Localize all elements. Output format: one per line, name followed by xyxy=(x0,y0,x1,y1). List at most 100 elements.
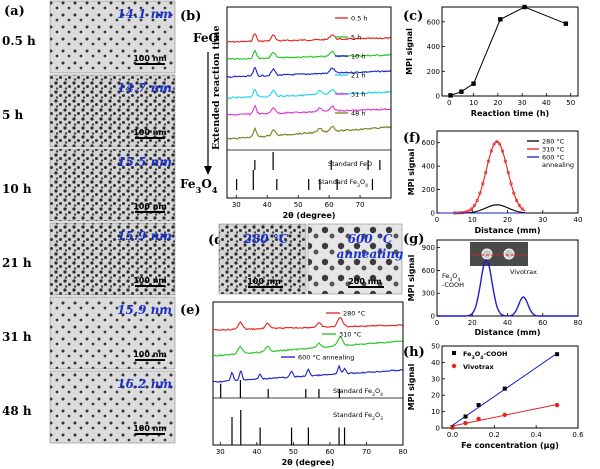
y-axis-label: MPI signal xyxy=(405,28,414,75)
size-label: 14.1 nm xyxy=(117,7,172,21)
data-point xyxy=(476,403,481,408)
xrd-series-line xyxy=(226,104,391,116)
y-tick-label: 30 xyxy=(431,375,440,383)
tem-image-600c xyxy=(307,223,403,295)
x-tick-label: 40 xyxy=(574,216,583,224)
xrd-series-line xyxy=(226,125,391,141)
x-axis-label: Distance (mm) xyxy=(475,328,541,337)
data-point xyxy=(522,4,527,10)
legend-label: 600 °C annealing xyxy=(298,354,354,362)
x-tick-label: 30 xyxy=(538,216,547,224)
y-axis-label: MPI signal xyxy=(407,148,416,195)
data-point xyxy=(476,416,481,422)
scale-label: 200 nm xyxy=(348,277,382,286)
data-point xyxy=(563,21,569,26)
xrd-series-line xyxy=(212,364,403,383)
data-point xyxy=(463,414,468,419)
reference-label: Standard Fe2O3 xyxy=(333,411,383,422)
legend-label: 280 °C xyxy=(343,310,366,318)
legend-label: Vivotrax xyxy=(463,363,495,371)
legend-label: Fe3O4-COOH xyxy=(463,350,507,361)
tem-image xyxy=(49,0,176,74)
legend-marker xyxy=(452,351,456,355)
data-point xyxy=(520,207,524,211)
temp-label-line2: annealing xyxy=(337,247,404,261)
xrd-series-line xyxy=(226,88,391,100)
y-tick-label: 600 xyxy=(422,267,435,275)
time-label: 31 h xyxy=(2,330,32,344)
panel-e: (e) 280 °C 310 °C 600 °C annealing Standard … xyxy=(180,301,407,467)
x-tick-label: 30 xyxy=(232,201,241,209)
x-tick-label: 40 xyxy=(263,201,272,209)
scale-label: 100 nm xyxy=(247,277,281,286)
panel-g: (g) Fe3O4-COOH Vivotrax 0 20 40 60 80 0 300 600 900… xyxy=(403,232,582,337)
tem-image xyxy=(49,296,176,370)
y-axis-label: MPI signal xyxy=(407,254,416,301)
data-point xyxy=(481,182,485,186)
scale-label: 100 nm xyxy=(133,276,167,285)
panel-label: (e) xyxy=(180,303,201,318)
panel-h: (h) Fe3O4-COOH Vivotrax 0.0 0.2 0.4 0.6 0 10 20 30… xyxy=(403,343,584,451)
x-tick-label: 10 xyxy=(469,99,478,107)
x-tick-label: 40 xyxy=(252,448,261,456)
x-tick-label: 60 xyxy=(538,319,547,327)
data-point xyxy=(467,209,471,213)
data-point xyxy=(475,198,479,203)
y-tick-label: 400 xyxy=(427,43,440,51)
tem-image xyxy=(49,370,176,444)
x-tick-label: 20 xyxy=(493,99,502,107)
size-label: 15.5 nm xyxy=(117,155,172,169)
legend-label: 5 h xyxy=(351,34,361,42)
y-tick-label: 400 xyxy=(422,163,435,171)
data-point xyxy=(489,149,493,153)
x-tick-label: 30 xyxy=(518,99,527,107)
panel-label: (a) xyxy=(4,4,25,19)
temp-label: 280 °C xyxy=(243,232,289,246)
data-point xyxy=(512,191,516,195)
scale-label: 100 nm xyxy=(133,202,167,211)
y-tick-label: 0 xyxy=(431,313,435,321)
y-axis-label: MPI signal xyxy=(407,363,416,410)
y-tick-label: 50 xyxy=(431,343,440,351)
x-tick-label: 60 xyxy=(325,448,334,456)
x-tick-label: 0.2 xyxy=(489,431,500,439)
scale-label: 100 nm xyxy=(133,424,167,433)
data-point xyxy=(478,191,482,195)
panel-label: (b) xyxy=(180,9,201,24)
xrd-series-line xyxy=(212,335,403,357)
tem-image xyxy=(49,74,176,148)
legend-label: 280 °C xyxy=(542,138,565,146)
y-tick-label: 300 xyxy=(422,290,435,298)
scale-label: 100 nm xyxy=(133,350,167,359)
panel-label: (f) xyxy=(403,131,421,146)
data-point xyxy=(498,142,502,146)
time-arrow-head xyxy=(204,166,212,175)
x-tick-label: 50 xyxy=(289,448,298,456)
mpi-line xyxy=(450,6,567,96)
y-tick-label: 600 xyxy=(422,139,435,147)
xrd-series-line xyxy=(226,49,391,61)
x-tick-label: 60 xyxy=(325,201,334,209)
data-point xyxy=(472,204,476,208)
x-tick-label: 10 xyxy=(468,216,477,224)
plot-frame xyxy=(226,6,392,199)
x-tick-label: 40 xyxy=(542,99,551,107)
legend-label: 600 °C xyxy=(542,154,565,162)
panel-label: (c) xyxy=(403,9,423,24)
mpi-profile-line xyxy=(437,140,526,214)
x-tick-label: 0 xyxy=(435,216,439,224)
y-tick-label: 200 xyxy=(422,186,435,194)
data-point xyxy=(459,89,464,94)
legend-marker xyxy=(451,363,457,369)
panel-c: (c) 0 10 20 30 40 50 0 200 400 600 Reaction time (h… xyxy=(403,4,579,118)
time-arrow-label: Extended reaction time xyxy=(211,25,222,150)
y-tick-label: 0 xyxy=(431,210,435,218)
temp-label: 600 °C xyxy=(348,232,393,246)
legend-label: 48 h xyxy=(351,110,365,118)
y-tick-label: 0 xyxy=(436,93,440,101)
panel-a: (a) 0.5 h 14.1 nm 100 nm 5 h 14.7 nm 100 nm 10 … xyxy=(2,0,176,444)
legend-label: 21 h xyxy=(351,72,365,80)
x-tick-label: 20 xyxy=(503,216,512,224)
